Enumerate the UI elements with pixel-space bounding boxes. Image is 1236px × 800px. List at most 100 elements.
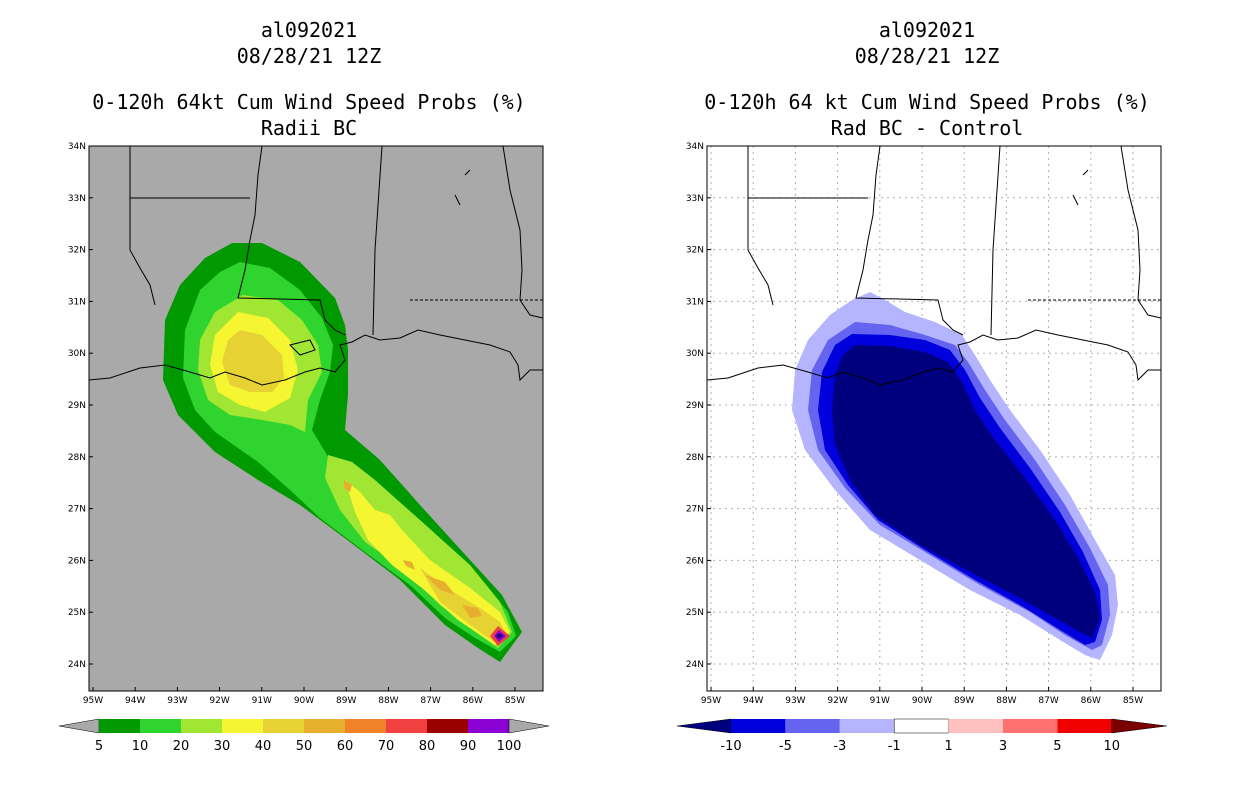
- max-prob-marker: [496, 633, 503, 639]
- right-lat-label: 32N: [686, 246, 704, 256]
- colorbar-label: 3: [999, 739, 1007, 754]
- colorbar-label: 10: [132, 739, 149, 754]
- right-lat-label: 31N: [686, 297, 704, 307]
- left-lat-label: 29N: [68, 401, 86, 411]
- left-lon-label: 88W: [378, 696, 398, 706]
- left-lon-label: 90W: [294, 696, 314, 706]
- colorbar-swatch: [839, 719, 895, 733]
- left-lat-label: 33N: [68, 194, 86, 204]
- left-colorbar: 5 10 20 30 40 50 60 70 80 90 100: [58, 718, 550, 754]
- left-lat-label: 32N: [68, 246, 86, 256]
- prob-contour-30: [210, 312, 510, 645]
- colorbar-swatch: [785, 719, 840, 733]
- colorbar-label: 60: [337, 739, 354, 754]
- left-lat-label: 27N: [68, 505, 86, 515]
- colorbar-swatch: [427, 719, 468, 733]
- left-map: 34N 33N 32N 31N 30N 29N 28N 27N 26N 25N 24N 95W 94W 9…: [68, 142, 544, 706]
- colorbar-swatch: [99, 719, 140, 733]
- colorbar-overflow-arrow: [508, 718, 550, 734]
- right-lon-label: 90W: [912, 696, 932, 706]
- colorbar-swatch: [263, 719, 304, 733]
- colorbar-swatch: [468, 719, 509, 733]
- right-lat-label: 27N: [686, 505, 704, 515]
- left-lon-label: 91W: [252, 696, 272, 706]
- left-lon-label: 94W: [125, 696, 145, 706]
- right-lat-label: 34N: [686, 142, 704, 152]
- left-lon-label: 92W: [209, 696, 229, 706]
- left-coastlines: [89, 146, 543, 386]
- left-lon-label: 89W: [336, 696, 356, 706]
- left-map-frame: [88, 145, 544, 692]
- right-storm-id: al092021: [878, 18, 976, 42]
- colorbar-swatch: [1003, 719, 1058, 733]
- right-title: 0-120h 64 kt Cum Wind Speed Probs (%): [704, 90, 1150, 114]
- colorbar-swatch: [345, 719, 386, 733]
- colorbar-overflow-arrow: [1111, 718, 1167, 734]
- right-map-frame: [706, 145, 1162, 692]
- left-lon-label: 95W: [83, 696, 103, 706]
- colorbar-swatch: [222, 719, 263, 733]
- right-lat-label: 30N: [686, 349, 704, 359]
- right-lon-label: 86W: [1081, 696, 1101, 706]
- colorbar-swatch: [181, 719, 222, 733]
- left-lat-label: 25N: [68, 608, 86, 618]
- right-datetime: 08/28/21 12Z: [854, 44, 1000, 68]
- colorbar-label: 10: [1104, 739, 1121, 754]
- left-axis-ticks: 34N 33N 32N 31N 30N 29N 28N 27N 26N 25N 24N 95W 94W 9…: [68, 142, 525, 706]
- right-panel-title: al092021 08/28/21 12Z 0-120h 64 kt Cum W…: [677, 18, 1177, 142]
- right-lat-label: 26N: [686, 556, 704, 566]
- right-lat-label: 28N: [686, 453, 704, 463]
- right-lat-label: 29N: [686, 401, 704, 411]
- left-subtitle: Radii BC: [260, 116, 358, 140]
- colorbar-label: 70: [378, 739, 395, 754]
- diff-contour-minus10: [832, 345, 1100, 638]
- right-lon-label: 93W: [785, 696, 805, 706]
- colorbar-label: 40: [255, 739, 272, 754]
- right-lat-label: 24N: [686, 660, 704, 670]
- left-lon-label: 85W: [505, 696, 525, 706]
- colorbar-underflow-arrow: [676, 718, 732, 734]
- left-lat-label: 28N: [68, 453, 86, 463]
- right-subtitle: Rad BC - Control: [830, 116, 1024, 140]
- right-coastlines: [707, 146, 1161, 386]
- colorbar-label: 80: [419, 739, 436, 754]
- colorbar-swatch: [893, 718, 949, 734]
- right-map: 34N 33N 32N 31N 30N 29N 28N 27N 26N 25N 24N 95W 94W 9…: [686, 142, 1162, 706]
- colorbar-underflow-arrow: [58, 718, 100, 734]
- colorbar-label: 90: [460, 739, 477, 754]
- right-lon-label: 88W: [996, 696, 1016, 706]
- colorbar-swatch: [386, 719, 427, 733]
- colorbar-label: 100: [497, 739, 522, 754]
- right-lat-label: 25N: [686, 608, 704, 618]
- right-gridlines: [707, 146, 1161, 691]
- right-lon-label: 91W: [870, 696, 890, 706]
- colorbar-swatch: [731, 719, 786, 733]
- colorbar-swatch: [948, 719, 1003, 733]
- colorbar-swatch: [140, 719, 181, 733]
- colorbar-swatch: [304, 719, 345, 733]
- right-axis-ticks: 34N 33N 32N 31N 30N 29N 28N 27N 26N 25N 24N 95W 94W 9…: [686, 142, 1143, 706]
- right-lon-label: 95W: [701, 696, 721, 706]
- left-lat-label: 26N: [68, 556, 86, 566]
- right-lon-label: 94W: [743, 696, 763, 706]
- right-lon-label: 92W: [827, 696, 847, 706]
- colorbar-label: 1: [944, 739, 952, 754]
- left-title: 0-120h 64kt Cum Wind Speed Probs (%): [92, 90, 526, 114]
- left-panel-title: al092021 08/28/21 12Z 0-120h 64kt Cum Wi…: [59, 18, 559, 142]
- right-lon-label: 85W: [1123, 696, 1143, 706]
- colorbar-label: -3: [833, 739, 846, 754]
- left-lat-label: 34N: [68, 142, 86, 152]
- right-colorbar: -10 -5 -3 -1 1 3 5 10: [676, 718, 1167, 754]
- left-lat-label: 31N: [68, 297, 86, 307]
- colorbar-label: 50: [296, 739, 313, 754]
- colorbar-label: 30: [214, 739, 231, 754]
- left-lat-label: 30N: [68, 349, 86, 359]
- right-lat-label: 33N: [686, 194, 704, 204]
- colorbar-label: 20: [173, 739, 190, 754]
- right-lon-label: 87W: [1038, 696, 1058, 706]
- colorbar-label: -1: [888, 739, 901, 754]
- left-datetime: 08/28/21 12Z: [236, 44, 382, 68]
- left-lon-label: 87W: [420, 696, 440, 706]
- left-lat-label: 24N: [68, 660, 86, 670]
